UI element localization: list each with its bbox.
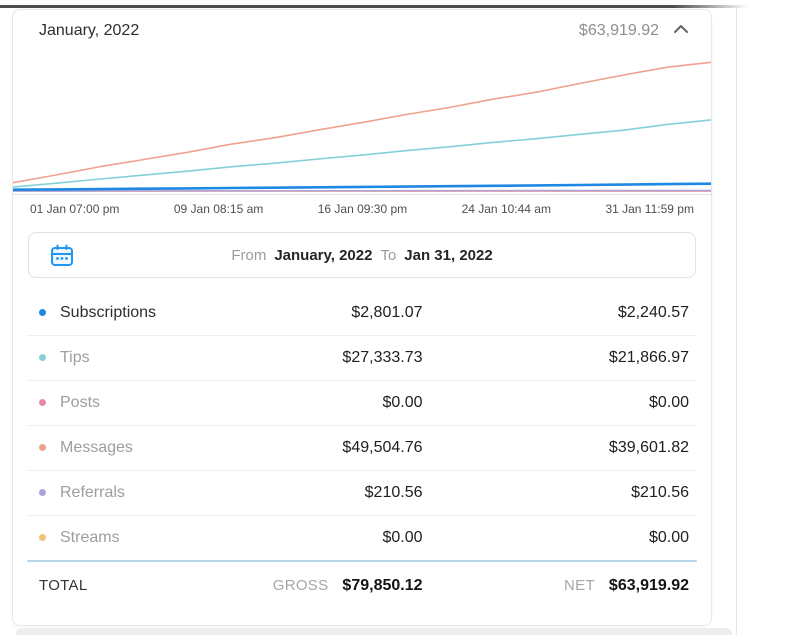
row-label: Tips — [60, 348, 90, 366]
to-label: To — [380, 246, 397, 264]
net-amount: $39,601.82 — [608, 438, 689, 456]
gross-amount: $2,801.07 — [351, 303, 423, 321]
row-label-group: Tips — [39, 349, 247, 367]
net-total-amount: $63,919.92 — [608, 576, 689, 594]
from-value: January, 2022 — [274, 246, 373, 264]
from-label: From — [231, 246, 267, 264]
row-label-group: Subscriptions — [39, 304, 247, 322]
top-divider-rule — [0, 5, 748, 8]
gross-total-amount: $79,850.12 — [342, 576, 423, 594]
gross-amount: $0.00 — [382, 393, 423, 411]
table-row-messages[interactable]: Messages $49,504.76 $39,601.82 — [13, 425, 711, 470]
total-label: TOTAL — [39, 577, 88, 594]
net-caption: NET — [564, 576, 595, 594]
chart-canvas — [13, 61, 711, 192]
x-axis-labels: 01 Jan 07:00 pm 09 Jan 08:15 am 16 Jan 0… — [13, 195, 711, 222]
row-label-group: Messages — [39, 439, 247, 457]
right-hairline — [736, 8, 737, 635]
x-tick-label: 31 Jan 11:59 pm — [605, 201, 694, 216]
net-amount: $210.56 — [631, 483, 689, 501]
earnings-table: Subscriptions $2,801.07 $2,240.57 Tips $… — [13, 290, 711, 560]
earnings-card: January, 2022 $63,919.92 01 Jan 07:00 pm… — [12, 9, 712, 626]
row-label: Subscriptions — [60, 303, 157, 321]
date-range-picker[interactable]: From January, 2022 To Jan 31, 2022 — [28, 232, 696, 278]
table-row-streams[interactable]: Streams $0.00 $0.00 — [13, 515, 711, 560]
row-label: Messages — [60, 438, 133, 456]
earnings-line-chart — [13, 45, 711, 195]
row-label-group: Referrals — [39, 484, 247, 502]
table-row-posts[interactable]: Posts $0.00 $0.00 — [13, 380, 711, 425]
to-value: Jan 31, 2022 — [404, 246, 493, 264]
gross-amount: $27,333.73 — [342, 348, 423, 366]
gross-amount: $210.56 — [364, 483, 423, 501]
total-row: TOTAL GROSS $79,850.12 NET $63,919.92 — [13, 562, 711, 609]
x-tick-label: 01 Jan 07:00 pm — [30, 201, 120, 216]
date-range-text: From January, 2022 To Jan 31, 2022 — [231, 247, 492, 264]
gross-amount: $49,504.76 — [342, 438, 423, 456]
period-net-total: $63,919.92 — [578, 21, 659, 39]
net-amount: $21,866.97 — [608, 348, 689, 366]
net-amount: $2,240.57 — [617, 303, 689, 321]
streams-dot-icon — [39, 534, 46, 541]
x-tick-label: 09 Jan 08:15 am — [173, 201, 264, 216]
chevron-up-icon — [673, 23, 689, 38]
period-title: January, 2022 — [39, 21, 140, 39]
gross-total-cell: GROSS $79,850.12 — [247, 577, 423, 595]
x-tick-label: 16 Jan 09:30 pm — [317, 201, 408, 216]
collapse-button[interactable] — [671, 21, 691, 40]
gross-amount: $0.00 — [382, 528, 423, 546]
referrals-dot-icon — [39, 489, 46, 496]
gross-caption: GROSS — [272, 576, 329, 594]
calendar-icon[interactable] — [49, 243, 75, 269]
table-row-subscriptions[interactable]: Subscriptions $2,801.07 $2,240.57 — [13, 290, 711, 335]
next-card-peek — [16, 628, 732, 635]
table-row-tips[interactable]: Tips $27,333.73 $21,866.97 — [13, 335, 711, 380]
row-label-group: Posts — [39, 394, 247, 412]
tips-dot-icon — [39, 354, 46, 361]
row-label: Streams — [60, 528, 120, 546]
net-total-cell: NET $63,919.92 — [423, 576, 689, 595]
row-label: Referrals — [60, 483, 125, 501]
row-label: Posts — [60, 393, 101, 411]
total-divider — [27, 560, 697, 562]
messages-dot-icon — [39, 444, 46, 451]
row-label-group: Streams — [39, 529, 247, 547]
posts-dot-icon — [39, 399, 46, 406]
x-tick-label: 24 Jan 10:44 am — [461, 201, 551, 216]
subscriptions-dot-icon — [39, 309, 46, 316]
header-right: $63,919.92 — [579, 21, 691, 40]
table-row-referrals[interactable]: Referrals $210.56 $210.56 — [13, 470, 711, 515]
net-amount: $0.00 — [648, 528, 689, 546]
card-header: January, 2022 $63,919.92 — [13, 10, 711, 45]
net-amount: $0.00 — [648, 393, 689, 411]
